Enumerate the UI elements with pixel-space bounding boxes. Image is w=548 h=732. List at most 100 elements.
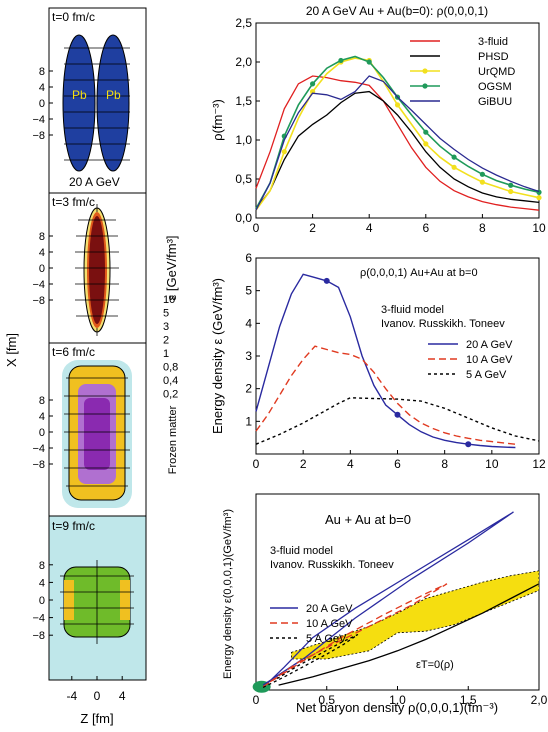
chart-annotation: ρ(0,0,0,1) Au+Au at b=0 bbox=[360, 267, 478, 279]
y-tick-label: 2,0 bbox=[235, 55, 252, 69]
left-ytick-label: −4 bbox=[32, 443, 45, 455]
y-tick-label: 1,5 bbox=[235, 94, 252, 108]
y-axis-label: Energy density ε (GeV/fm³) bbox=[210, 278, 225, 434]
series-point bbox=[536, 195, 542, 201]
x-tick-label: 2 bbox=[300, 457, 307, 471]
velocity-arrows-t3 bbox=[75, 204, 119, 336]
x-tick-label: 2,0 bbox=[531, 693, 548, 707]
contour-t3-core bbox=[89, 216, 105, 324]
y-tick-label: 0,0 bbox=[235, 211, 252, 225]
series-point bbox=[479, 179, 485, 185]
series-point bbox=[451, 164, 457, 170]
y-tick-label: 1,0 bbox=[235, 133, 252, 147]
legend-label: 3-fluid bbox=[478, 36, 508, 48]
x-tick-label: 0 bbox=[253, 693, 260, 707]
x-tick-label: 8 bbox=[441, 457, 448, 471]
left-ylabel: X [fm] bbox=[4, 333, 19, 367]
legend-label: 20 A GeV bbox=[306, 603, 353, 615]
scale-value: 3 bbox=[163, 321, 169, 333]
energy-label: 20 A GeV bbox=[69, 175, 120, 189]
scale-values: 10 53 21 0,80,4 0,2 bbox=[163, 294, 178, 401]
contour-t6-core bbox=[84, 398, 110, 470]
x-tick-label: 0,5 bbox=[318, 693, 335, 707]
velocity-arrows-t9 bbox=[60, 560, 134, 644]
x-tick-label: 10 bbox=[532, 221, 546, 235]
legend-label: PHSD bbox=[478, 51, 509, 63]
series-point bbox=[508, 182, 514, 188]
series-point bbox=[479, 171, 485, 177]
legend-label: OGSM bbox=[478, 81, 512, 93]
model-line-1: 3-fluid model bbox=[270, 545, 333, 557]
y-tick-label: 5 bbox=[245, 284, 252, 298]
left-ytick-label: 0 bbox=[39, 427, 45, 439]
model-line-2: Ivanov. Russkikh. Toneev bbox=[270, 559, 394, 571]
chart-energy-vs-density: 0 0,5 1,0 1,5 2,0 Net baryon density ρ(0,0,0,… bbox=[222, 493, 548, 715]
y-tick-label: 0,5 bbox=[235, 172, 252, 186]
velocity-arrows-t0 bbox=[64, 47, 130, 161]
left-ytick-label: −8 bbox=[32, 459, 45, 471]
left-xtick-label: -4 bbox=[66, 689, 77, 703]
legend-label: GiBUU bbox=[478, 96, 512, 108]
scale-value: 0,4 bbox=[163, 375, 178, 387]
left-ytick-label: 8 bbox=[39, 66, 45, 78]
velocity-arrows-t6 bbox=[64, 377, 130, 487]
y-tick-label: 6 bbox=[245, 251, 252, 265]
y-tick-label: 2 bbox=[245, 382, 252, 396]
series-line-gibuu bbox=[255, 75, 540, 211]
series-point bbox=[423, 129, 429, 135]
left-ytick-label: −8 bbox=[32, 630, 45, 642]
x-tick-label: 10 bbox=[485, 457, 499, 471]
legend-label: 5 A GeV bbox=[466, 369, 507, 381]
series-line-10-a-gev bbox=[262, 583, 448, 688]
y-tick-label: 1 bbox=[245, 414, 252, 428]
left-ytick-label: −8 bbox=[32, 130, 45, 142]
legend-label: 10 A GeV bbox=[306, 618, 353, 630]
chart-title: Au + Au at b=0 bbox=[325, 512, 411, 527]
x-tick-label: 2 bbox=[309, 221, 316, 235]
legend-label: 20 A GeV bbox=[466, 339, 513, 351]
scale-value: 5 bbox=[163, 308, 169, 320]
x-tick-label: 0 bbox=[253, 221, 260, 235]
left-ytick-label: 4 bbox=[39, 577, 45, 589]
x-tick-label: 0 bbox=[253, 457, 260, 471]
left-ytick-label: 0 bbox=[39, 98, 45, 110]
panel-t9: t=9 fm/c bbox=[52, 519, 134, 644]
panel-t3: t=3 fm/c bbox=[52, 195, 119, 336]
y-axis-label: Energy density ε(0,0,0,1)(GeV/fm³) bbox=[222, 509, 234, 679]
scale-value: 0,8 bbox=[163, 362, 178, 374]
x-tick-label: 1,0 bbox=[389, 693, 406, 707]
legend-label: UrQMD bbox=[478, 66, 515, 78]
scale-value: 2 bbox=[163, 335, 169, 347]
series-point bbox=[323, 277, 330, 284]
series-line-3-fluid bbox=[255, 75, 540, 211]
left-ytick-label: 0 bbox=[39, 595, 45, 607]
scale-value: 10 bbox=[163, 294, 175, 306]
left-ytick-label: 0 bbox=[39, 263, 45, 275]
x-tick-label: 6 bbox=[394, 457, 401, 471]
pb-nucleus-left bbox=[62, 34, 96, 172]
panel-t6: t=6 fm/c bbox=[52, 345, 132, 508]
series-point bbox=[465, 441, 472, 448]
series-line-5-a-gev bbox=[262, 633, 359, 688]
left-ytick-label: 8 bbox=[39, 560, 45, 572]
scale-title: ε [GeV/fm³] bbox=[164, 235, 179, 300]
x-tick-label: 6 bbox=[422, 221, 429, 235]
series-line-ground-state bbox=[278, 583, 540, 686]
chart-density-vs-time: 0 2 4 6 8 10 0,0 0,5 1,0 1,5 2,0 2,5 20 A GeV Au + A… bbox=[210, 4, 546, 235]
frozen-label: Frozen matter bbox=[167, 405, 179, 474]
x-axis-label: Net baryon density ρ(0,0,0,1)(fm⁻³) bbox=[296, 700, 498, 715]
t-label-9: t=9 fm/c bbox=[52, 519, 95, 533]
scale-value: 0,2 bbox=[163, 389, 178, 401]
series-line-10-a-gev bbox=[255, 345, 516, 445]
t-label-0: t=0 fm/c bbox=[52, 10, 95, 24]
legend-marker bbox=[422, 83, 428, 89]
energy-scale: ε [GeV/fm³] 10 53 21 0,80,4 0,2 Frozen matte… bbox=[163, 235, 179, 474]
y-tick-label: 3 bbox=[245, 349, 252, 363]
plot-frame bbox=[255, 22, 540, 219]
series-point bbox=[394, 102, 401, 108]
left-xlabel: Z [fm] bbox=[80, 711, 113, 726]
left-ytick-label: 4 bbox=[39, 82, 45, 94]
legend-label: 5 A GeV bbox=[306, 633, 347, 645]
